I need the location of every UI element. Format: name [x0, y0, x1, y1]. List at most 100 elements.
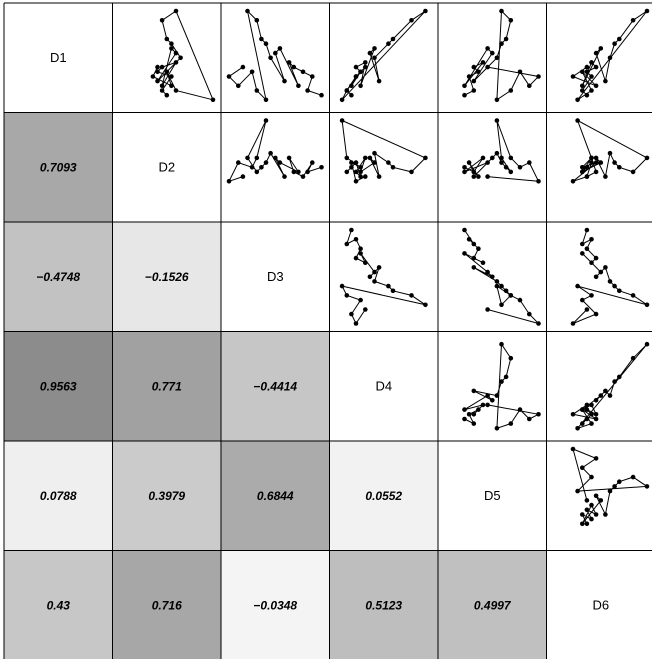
scatter-point [344, 155, 350, 161]
scatter-point [263, 41, 269, 46]
scatter-point [499, 302, 504, 308]
scatter-point [300, 174, 306, 179]
correlation-value: 0.9563 [40, 379, 77, 393]
scatter-point [462, 416, 467, 422]
scatter-point [282, 174, 287, 179]
scatter-point [508, 293, 514, 298]
scatter-point [409, 18, 414, 23]
scatter-point [494, 97, 500, 103]
scatter-point [517, 165, 523, 170]
scatter-point [240, 174, 246, 179]
scatter-point [612, 484, 617, 489]
diagonal-cell-d5 [438, 441, 547, 551]
scatter-point [589, 412, 594, 417]
scatter-point [580, 297, 585, 303]
scatter-cell [438, 112, 547, 222]
scatter-point [503, 374, 509, 380]
scatter-point [305, 169, 310, 175]
scatter-point [159, 88, 165, 93]
scatter-point [390, 36, 396, 42]
scatter-point [593, 512, 599, 517]
scatter-point [598, 160, 604, 165]
scatter-point [593, 456, 599, 461]
variable-label-d4: D4 [375, 378, 392, 393]
scatter-point [296, 83, 301, 89]
correlation-value: 0.7093 [40, 160, 77, 174]
scatter-point [310, 160, 315, 165]
scatter-point [580, 512, 585, 517]
scatter-point [344, 241, 350, 247]
scatter-point [358, 297, 363, 303]
scatter-point [580, 407, 585, 412]
scatter-point [372, 55, 377, 61]
scatter-point [593, 50, 599, 56]
scatter-point [263, 118, 269, 123]
scatter-point [353, 255, 359, 261]
correlation-value: 0.716 [152, 598, 182, 612]
scatter-point [580, 241, 585, 247]
scatter-point [471, 169, 477, 175]
scatter-point [580, 251, 585, 256]
scatter-point [580, 465, 585, 471]
scatter-point [584, 246, 590, 251]
scatter-point [358, 169, 363, 175]
scatter-point [245, 8, 250, 14]
variable-label-d6: D6 [592, 597, 609, 612]
scatter-point [376, 174, 382, 179]
scatter-point [226, 179, 232, 184]
scatter-point [499, 379, 504, 384]
diagonal-cell-d2 [112, 112, 221, 222]
scatter-point [570, 74, 576, 79]
correlation-value: 0.5123 [365, 598, 402, 612]
scatter-point [508, 355, 514, 361]
correlation-cell [4, 222, 113, 332]
scatter-point [305, 88, 310, 93]
scatter-point [603, 388, 608, 394]
diagonal-cell-d4 [329, 331, 438, 441]
scatter-point [480, 402, 486, 408]
scatter-point [353, 237, 359, 242]
correlation-cell [221, 331, 330, 441]
scatter-point [236, 83, 241, 89]
scatter-point [273, 155, 278, 161]
scatter-point [589, 88, 594, 93]
scatter-point [462, 407, 467, 412]
scatter-point [471, 412, 477, 417]
scatter-point [485, 160, 490, 165]
scatter-cell [546, 3, 652, 113]
scatter-point [589, 516, 594, 522]
scatter-point [159, 83, 165, 89]
scatter-point [580, 69, 585, 75]
scatter-point [589, 502, 594, 508]
scatter-point [508, 169, 514, 175]
scatter-point [630, 474, 636, 480]
scatter-point [499, 160, 504, 165]
scatter-point [644, 302, 650, 308]
scatter-point [300, 69, 306, 75]
scatter-point [617, 288, 622, 294]
scatter-point [644, 484, 650, 489]
scatter-point [589, 421, 594, 426]
scatter-point [603, 512, 608, 517]
scatter-point [353, 160, 359, 165]
scatter-point [570, 321, 576, 326]
scatter-point [363, 64, 368, 70]
scatter-point [593, 255, 599, 261]
scatter-point [494, 279, 500, 284]
scatter-point [466, 412, 472, 417]
scatter-point [471, 241, 477, 247]
correlation-value: 0.6844 [257, 489, 294, 503]
scatter-cell [546, 441, 652, 551]
scatter-point [169, 83, 174, 89]
scatter-point [575, 488, 580, 494]
scatter-point [344, 293, 350, 298]
correlation-cell [112, 331, 221, 441]
scatter-point [584, 407, 590, 412]
scatter-point [462, 169, 467, 175]
scatter-point [339, 97, 345, 103]
scatter-point [358, 174, 363, 179]
diagonal-cell-d1 [4, 3, 113, 113]
scatter-point [169, 46, 174, 51]
scatter-point [584, 165, 590, 170]
scatter-point [310, 74, 315, 79]
